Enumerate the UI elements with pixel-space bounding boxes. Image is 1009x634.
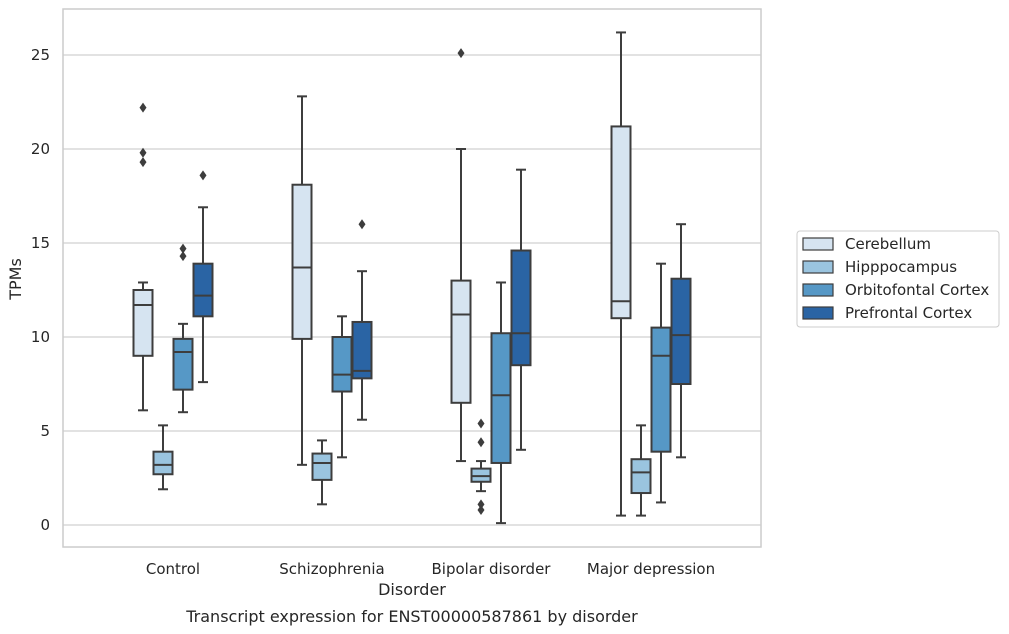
- box-cerebellum: [450, 48, 472, 463]
- legend-label: Cerebellum: [845, 235, 931, 253]
- y-tick-label: 25: [31, 46, 50, 64]
- box-cerebellum: [132, 102, 154, 412]
- box-prefrontal-cortex: [351, 219, 373, 421]
- legend: Cerebellum Hipppocampus Orbitofontal Corte…: [796, 230, 1000, 328]
- box-prefrontal-cortex: [192, 170, 214, 384]
- box-cerebellum: [610, 31, 632, 517]
- box-iqr: [172, 337, 194, 391]
- box-orbitofontal-cortex: [650, 262, 672, 504]
- y-tick-label: 10: [31, 328, 50, 346]
- legend-swatch: [802, 260, 834, 274]
- x-tick-label: Control: [146, 560, 200, 578]
- y-axis-label: TPMs: [6, 258, 25, 301]
- box-iqr: [490, 332, 512, 464]
- box-iqr: [351, 320, 373, 380]
- legend-swatch: [802, 306, 834, 320]
- y-tick-label: 5: [40, 422, 50, 440]
- outlier-point: [139, 157, 147, 168]
- gridlines: [63, 54, 761, 526]
- box-iqr: [331, 336, 353, 393]
- x-tick-label: Schizophrenia: [279, 560, 384, 578]
- box-prefrontal-cortex: [670, 223, 692, 459]
- outlier-point: [477, 499, 485, 510]
- box-iqr: [311, 452, 333, 481]
- box-orbitofontal-cortex: [172, 243, 194, 414]
- outlier-point: [477, 418, 485, 429]
- legend-label: Prefrontal Cortex: [845, 304, 972, 322]
- legend-items: Cerebellum Hipppocampus Orbitofontal Corte…: [802, 235, 989, 322]
- box-iqr: [291, 183, 313, 340]
- legend-label: Orbitofontal Cortex: [845, 281, 989, 299]
- outlier-point: [199, 170, 207, 181]
- legend-frame: [796, 230, 1000, 328]
- box-iqr: [450, 279, 472, 404]
- box-iqr: [132, 289, 154, 357]
- box-hipppocampus: [630, 424, 652, 517]
- plot-frame: [62, 8, 762, 548]
- box-hipppocampus: [311, 439, 333, 506]
- outlier-point: [358, 219, 366, 230]
- box-iqr: [192, 262, 214, 318]
- y-tick-label: 0: [40, 516, 50, 534]
- box-orbitofontal-cortex: [490, 281, 512, 525]
- outlier-point: [457, 48, 465, 59]
- box-orbitofontal-cortex: [331, 315, 353, 459]
- box-cerebellum: [291, 95, 313, 466]
- y-tick-label: 20: [31, 140, 50, 158]
- box-prefrontal-cortex: [510, 168, 532, 451]
- x-axis-label: Disorder: [378, 580, 446, 599]
- x-tick-label: Major depression: [587, 560, 715, 578]
- box-iqr: [510, 249, 532, 367]
- box-iqr: [610, 125, 632, 320]
- outlier-point: [139, 102, 147, 113]
- legend-swatch: [802, 283, 834, 297]
- x-tick-label: Bipolar disorder: [432, 560, 552, 578]
- box-hipppocampus: [152, 424, 174, 491]
- outlier-point: [179, 243, 187, 254]
- box-iqr: [650, 326, 672, 453]
- box-iqr: [630, 458, 652, 495]
- legend-label: Hipppocampus: [845, 258, 957, 276]
- box-iqr: [670, 277, 692, 385]
- legend-swatch: [802, 237, 834, 251]
- outlier-point: [179, 251, 187, 262]
- y-tick-label: 15: [31, 234, 50, 252]
- y-tick-labels: 0 5 10 15 20 25: [31, 46, 50, 534]
- plot-marks: [132, 31, 692, 525]
- outlier-point: [477, 437, 485, 448]
- outlier-point: [477, 504, 485, 515]
- outlier-point: [139, 147, 147, 158]
- box-iqr: [152, 450, 174, 476]
- x-tick-labels: Control Schizophrenia Bipolar disorder Majo…: [146, 560, 715, 578]
- chart-caption: Transcript expression for ENST0000058786…: [185, 607, 638, 626]
- box-hipppocampus: [470, 418, 492, 515]
